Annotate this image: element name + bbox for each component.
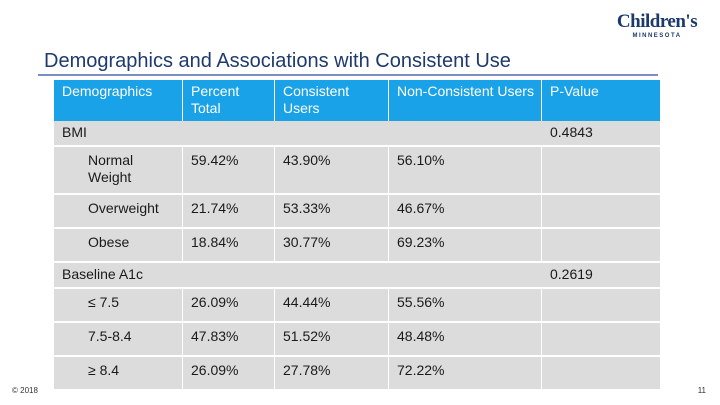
percent-total: 26.09%	[183, 289, 275, 323]
copyright: © 2018	[12, 386, 38, 395]
non-consistent-users: 48.48%	[389, 323, 542, 357]
table-row: Obese 18.84% 30.77% 69.23%	[54, 229, 660, 263]
title-rule	[38, 74, 658, 76]
header-p-value: P-Value	[542, 80, 660, 121]
table-row: ≤ 7.5 26.09% 44.44% 55.56%	[54, 289, 660, 323]
non-consistent-users: 69.23%	[389, 229, 542, 263]
section-row-a1c: Baseline A1c 0.2619	[54, 263, 660, 289]
percent-total: 26.09%	[183, 357, 275, 391]
demographics-table: Demographics Percent Total Consistent Us…	[54, 80, 660, 391]
row-label: Overweight	[54, 195, 183, 229]
consistent-users: 51.52%	[275, 323, 389, 357]
p-value-cell	[542, 289, 660, 323]
non-consistent-users: 56.10%	[389, 147, 542, 195]
consistent-users: 30.77%	[275, 229, 389, 263]
section-row-bmi: BMI 0.4843	[54, 121, 660, 147]
table-header-row: Demographics Percent Total Consistent Us…	[54, 80, 660, 121]
slide-title: Demographics and Associations with Consi…	[44, 50, 511, 72]
row-label: ≥ 8.4	[54, 357, 183, 391]
table-row: Overweight 21.74% 53.33% 46.67%	[54, 195, 660, 229]
table-row: Normal Weight 59.42% 43.90% 56.10%	[54, 147, 660, 195]
consistent-users: 27.78%	[275, 357, 389, 391]
p-value-cell	[542, 195, 660, 229]
row-label: ≤ 7.5	[54, 289, 183, 323]
logo-name: Children's	[616, 11, 698, 32]
header-non-consistent-users: Non-Consistent Users	[389, 80, 542, 121]
section-label: Baseline A1c	[54, 263, 542, 289]
childrens-minnesota-logo: Children's MINNESOTA	[612, 11, 702, 40]
p-value-cell	[542, 229, 660, 263]
non-consistent-users: 55.56%	[389, 289, 542, 323]
consistent-users: 43.90%	[275, 147, 389, 195]
p-value-cell	[542, 147, 660, 195]
p-value-cell	[542, 357, 660, 391]
header-percent-total: Percent Total	[183, 80, 275, 121]
percent-total: 59.42%	[183, 147, 275, 195]
page-number: 11	[697, 386, 706, 395]
p-value: 0.2619	[542, 263, 660, 289]
table-row: ≥ 8.4 26.09% 27.78% 72.22%	[54, 357, 660, 391]
row-label: Normal Weight	[54, 147, 183, 195]
row-label: 7.5-8.4	[54, 323, 183, 357]
non-consistent-users: 72.22%	[389, 357, 542, 391]
percent-total: 18.84%	[183, 229, 275, 263]
table-row: 7.5-8.4 47.83% 51.52% 48.48%	[54, 323, 660, 357]
header-consistent-users: Consistent Users	[275, 80, 389, 121]
header-demographics: Demographics	[54, 80, 183, 121]
section-label: BMI	[54, 121, 542, 147]
non-consistent-users: 46.67%	[389, 195, 542, 229]
percent-total: 21.74%	[183, 195, 275, 229]
consistent-users: 44.44%	[275, 289, 389, 323]
p-value-cell	[542, 323, 660, 357]
logo-sub: MINNESOTA	[632, 33, 682, 39]
row-label: Obese	[54, 229, 183, 263]
consistent-users: 53.33%	[275, 195, 389, 229]
p-value: 0.4843	[542, 121, 660, 147]
percent-total: 47.83%	[183, 323, 275, 357]
